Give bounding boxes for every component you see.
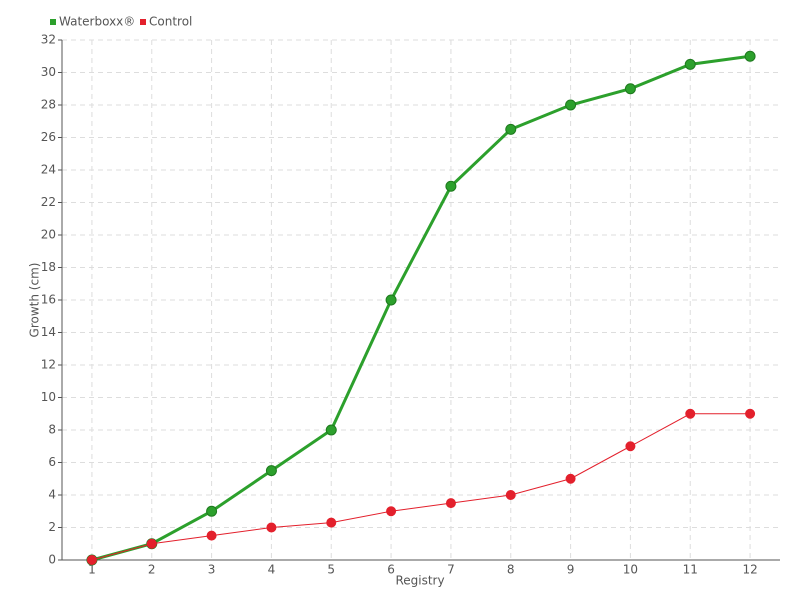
data-point: [624, 83, 636, 95]
y-tick-label: 6: [48, 455, 56, 469]
data-point: [744, 50, 756, 62]
x-tick-label: 3: [208, 563, 216, 577]
y-tick-label: 0: [48, 553, 56, 567]
data-point: [565, 473, 576, 484]
series-line: [91, 413, 751, 561]
x-tick-label: 9: [567, 563, 575, 577]
data-point: [385, 294, 397, 306]
legend-swatch: [50, 19, 56, 25]
x-tick-label: 12: [742, 563, 757, 577]
x-tick-label: 1: [88, 563, 96, 577]
y-tick-label: 4: [48, 488, 56, 502]
y-tick-label: 26: [41, 130, 56, 144]
y-tick-label: 18: [41, 260, 56, 274]
data-point: [265, 465, 277, 477]
y-tick-label: 14: [41, 325, 56, 339]
y-tick-label: 24: [41, 163, 56, 177]
data-point: [565, 99, 577, 111]
y-tick-label: 2: [48, 520, 56, 534]
y-tick-label: 16: [41, 293, 56, 307]
x-tick-label: 7: [447, 563, 455, 577]
y-tick-label: 10: [41, 390, 56, 404]
x-tick-label: 2: [148, 563, 156, 577]
y-tick-label: 22: [41, 195, 56, 209]
y-tick-label: 12: [41, 358, 56, 372]
y-tick-label: 32: [41, 33, 56, 47]
data-point: [684, 58, 696, 70]
y-tick-label: 28: [41, 98, 56, 112]
data-point: [266, 522, 277, 533]
data-point: [325, 424, 337, 436]
y-tick-label: 20: [41, 228, 56, 242]
x-tick-label: 5: [327, 563, 335, 577]
y-tick-label: 8: [48, 423, 56, 437]
x-tick-label: 8: [507, 563, 515, 577]
data-point: [685, 408, 696, 419]
data-point: [206, 505, 218, 517]
x-tick-label: 10: [623, 563, 638, 577]
y-tick-label: 30: [41, 65, 56, 79]
legend-label: Control: [149, 15, 192, 29]
data-point: [206, 530, 217, 541]
x-tick-label: 4: [268, 563, 276, 577]
data-point: [745, 408, 756, 419]
legend-swatch: [140, 19, 146, 25]
y-axis-label: Growth (cm): [28, 263, 42, 338]
x-axis-label: Registry: [395, 574, 444, 588]
data-point: [146, 538, 157, 549]
x-tick-label: 6: [387, 563, 395, 577]
data-point: [386, 506, 397, 517]
legend-label: Waterboxx®: [59, 15, 135, 29]
x-tick-label: 11: [683, 563, 698, 577]
data-point: [86, 555, 97, 565]
data-point: [505, 123, 517, 135]
data-point: [445, 498, 456, 509]
series-line: [91, 54, 751, 562]
data-point: [445, 180, 457, 192]
data-point: [505, 490, 516, 500]
data-point: [625, 441, 636, 452]
data-point: [326, 517, 337, 528]
